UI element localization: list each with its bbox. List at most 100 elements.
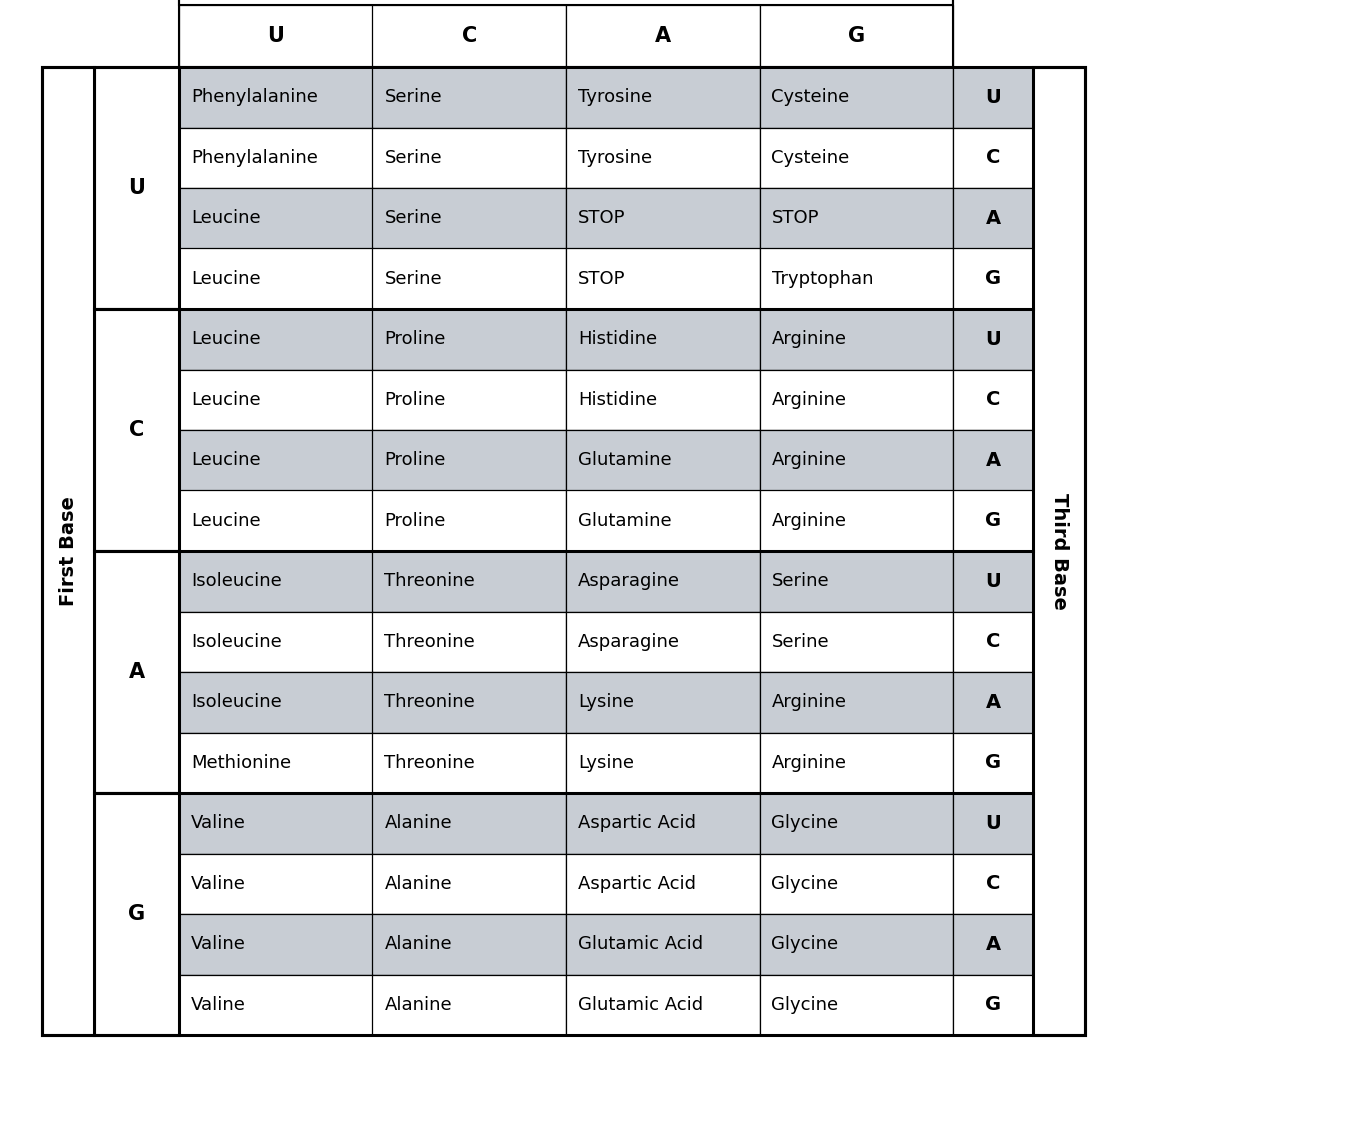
Text: A: A — [986, 934, 1001, 953]
Text: Arginine: Arginine — [771, 512, 846, 530]
Bar — [566, 733, 759, 793]
Text: Proline: Proline — [385, 330, 446, 348]
Text: Aspartic Acid: Aspartic Acid — [577, 875, 696, 893]
Text: Leucine: Leucine — [191, 391, 261, 409]
Bar — [179, 188, 373, 248]
Bar — [94, 188, 179, 248]
Text: Isoleucine: Isoleucine — [191, 693, 281, 711]
Bar — [94, 66, 179, 127]
Bar — [759, 309, 953, 370]
Text: U: U — [986, 88, 1001, 107]
Text: Serine: Serine — [385, 149, 442, 167]
Text: Proline: Proline — [385, 512, 446, 530]
Text: G: G — [986, 995, 1001, 1014]
Text: Serine: Serine — [385, 210, 442, 228]
Bar — [373, 853, 566, 914]
Text: G: G — [986, 512, 1001, 530]
Bar — [373, 370, 566, 431]
Text: Serine: Serine — [771, 573, 829, 591]
Bar — [373, 612, 566, 672]
Text: Arginine: Arginine — [771, 754, 846, 772]
Bar — [373, 793, 566, 853]
Bar — [759, 66, 953, 127]
Bar — [94, 431, 179, 490]
Bar — [759, 127, 953, 188]
Bar — [373, 188, 566, 248]
Text: Threonine: Threonine — [385, 632, 475, 650]
Text: Histidine: Histidine — [577, 391, 657, 409]
Text: Asparagine: Asparagine — [577, 632, 680, 650]
Text: U: U — [986, 330, 1001, 348]
Bar — [953, 431, 1033, 490]
Text: Isoleucine: Isoleucine — [191, 573, 281, 591]
Text: Serine: Serine — [385, 88, 442, 106]
Bar — [94, 490, 179, 551]
Text: A: A — [986, 451, 1001, 470]
Text: Serine: Serine — [771, 632, 829, 650]
Bar — [759, 672, 953, 733]
Bar — [94, 309, 179, 370]
Bar — [953, 490, 1033, 551]
Bar — [759, 370, 953, 431]
Bar — [566, 370, 759, 431]
Bar — [94, 551, 179, 793]
Text: Cysteine: Cysteine — [771, 149, 850, 167]
Bar — [94, 309, 179, 551]
Bar — [179, 853, 373, 914]
Bar — [179, 127, 373, 188]
Text: STOP: STOP — [577, 269, 625, 287]
Bar — [42, 66, 1085, 1035]
Text: Alanine: Alanine — [385, 814, 452, 832]
Bar — [1033, 66, 1085, 1035]
Bar — [94, 612, 179, 672]
Bar — [94, 66, 179, 309]
Bar — [759, 188, 953, 248]
Text: Proline: Proline — [385, 391, 446, 409]
Bar — [373, 975, 566, 1035]
Bar — [759, 975, 953, 1035]
Text: Alanine: Alanine — [385, 875, 452, 893]
Text: Glycine: Glycine — [771, 996, 838, 1014]
Bar — [759, 733, 953, 793]
Text: C: C — [986, 632, 1001, 651]
Bar — [179, 490, 373, 551]
Bar — [953, 793, 1033, 853]
Bar — [94, 793, 179, 1035]
Bar — [179, 66, 373, 127]
Text: G: G — [848, 26, 865, 46]
Text: Lysine: Lysine — [577, 693, 633, 711]
Bar — [373, 127, 566, 188]
Bar — [566, 248, 759, 309]
Text: Isoleucine: Isoleucine — [191, 632, 281, 650]
Text: Valine: Valine — [191, 935, 246, 953]
Bar — [566, 975, 759, 1035]
Bar — [953, 612, 1033, 672]
Bar — [953, 853, 1033, 914]
Bar — [42, 66, 94, 1035]
Text: Alanine: Alanine — [385, 996, 452, 1014]
Text: Valine: Valine — [191, 875, 246, 893]
Bar — [566, 188, 759, 248]
Bar — [94, 914, 179, 975]
Text: Valine: Valine — [191, 814, 246, 832]
Text: Leucine: Leucine — [191, 269, 261, 287]
Text: C: C — [986, 875, 1001, 894]
Text: Glycine: Glycine — [771, 814, 838, 832]
Bar — [953, 188, 1033, 248]
Bar — [759, 914, 953, 975]
Bar — [94, 248, 179, 309]
Bar — [373, 66, 566, 127]
Text: U: U — [268, 26, 284, 46]
Bar — [179, 975, 373, 1035]
Bar — [759, 490, 953, 551]
Bar — [953, 66, 1033, 127]
Text: Arginine: Arginine — [771, 391, 846, 409]
Text: A: A — [986, 693, 1001, 712]
Bar — [759, 612, 953, 672]
Text: G: G — [986, 753, 1001, 772]
Text: C: C — [986, 149, 1001, 167]
Text: Arginine: Arginine — [771, 693, 846, 711]
Text: Lysine: Lysine — [577, 754, 633, 772]
Bar — [566, 5, 759, 66]
Text: Tyrosine: Tyrosine — [577, 149, 652, 167]
